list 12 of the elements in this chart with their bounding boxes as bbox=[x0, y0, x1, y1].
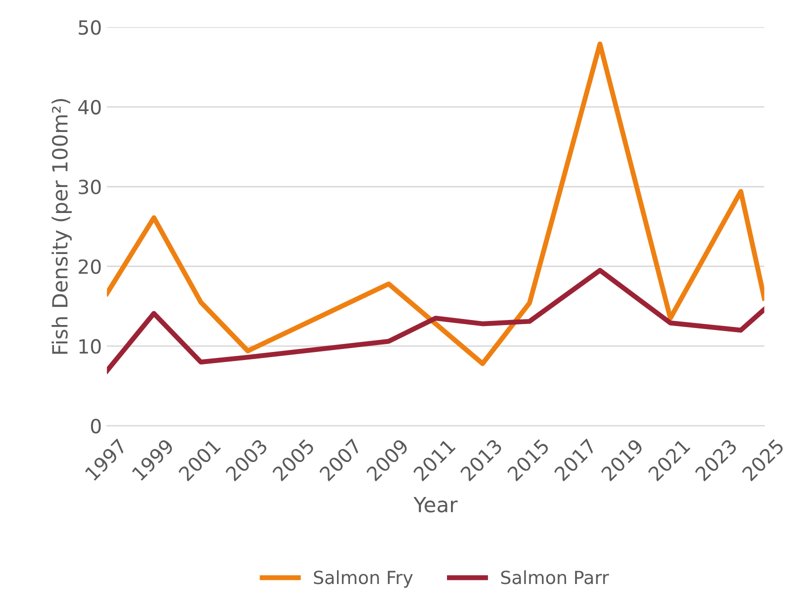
y-tick-label: 30 bbox=[78, 180, 101, 194]
x-axis-title: Year bbox=[414, 496, 458, 512]
line-series bbox=[106, 41, 764, 366]
y-tick-label: 0 bbox=[90, 418, 101, 434]
legend-label: Salmon Fry bbox=[314, 570, 413, 588]
y-tick-label: 20 bbox=[78, 259, 101, 274]
y-axis-title: Fish Density (per 100m²) bbox=[52, 98, 72, 354]
line-series bbox=[106, 268, 764, 374]
y-tick-label: 50 bbox=[78, 20, 101, 35]
y-tick-label: 10 bbox=[79, 339, 101, 354]
y-tick-label: 40 bbox=[78, 100, 101, 115]
legend-label: Salmon Parr bbox=[501, 570, 609, 584]
